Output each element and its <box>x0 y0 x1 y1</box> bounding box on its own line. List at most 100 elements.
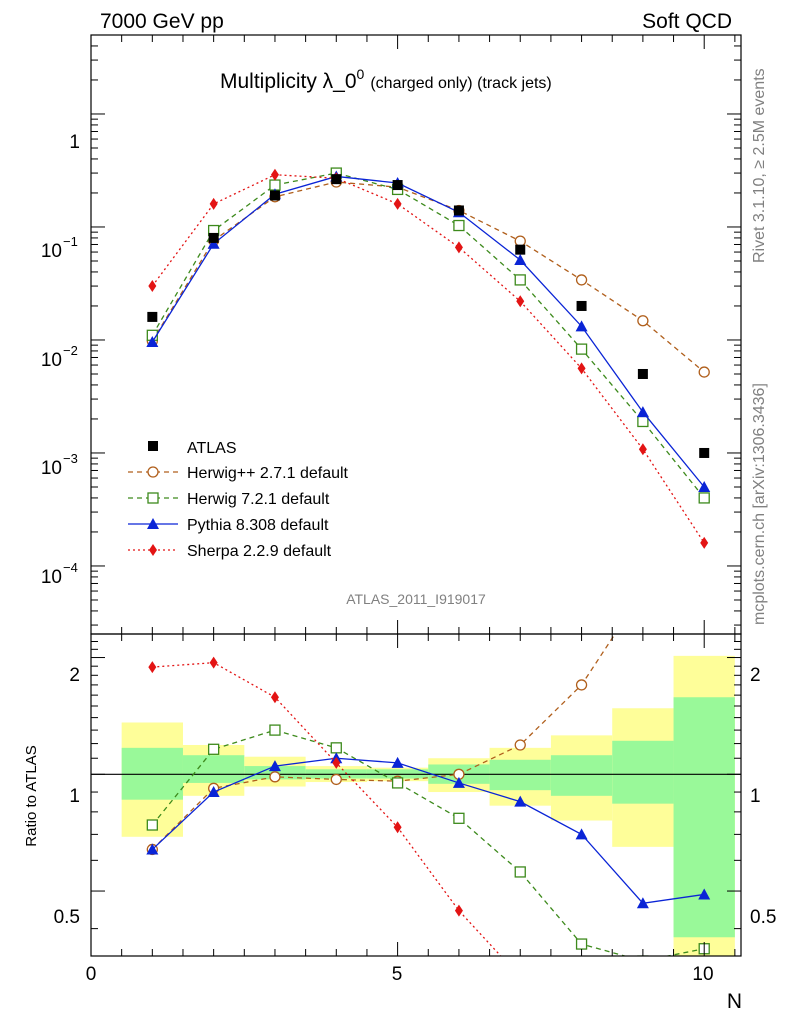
data-point-triangle <box>514 254 527 266</box>
ratio-y-tick-label-right: 1 <box>750 786 761 807</box>
atlas-data-point <box>331 174 342 185</box>
ratio-y-tick-label-left: 2 <box>69 665 80 686</box>
analysis-label: ATLAS_2011_I919017 <box>346 591 486 607</box>
data-point-square <box>146 819 158 831</box>
legend-label-herwig7: Herwig 7.2.1 default <box>187 491 330 508</box>
data-point-diamond <box>577 362 586 375</box>
data-point-square <box>514 274 526 286</box>
series-line-main-3 <box>151 174 705 544</box>
data-point-triangle <box>391 756 404 768</box>
data-point-square <box>391 777 404 789</box>
data-point-circle <box>269 771 281 783</box>
data-point-square <box>575 343 588 355</box>
main-y-tick-label: 10 <box>41 350 62 371</box>
data-point-diamond <box>454 241 463 254</box>
data-point-circle <box>638 587 648 597</box>
data-point-diamond <box>700 536 709 549</box>
atlas-data-point <box>208 232 219 243</box>
ratio-y-axis-label: Ratio to ATLAS <box>23 745 40 846</box>
stat-uncertainty-band <box>489 759 551 791</box>
data-point-triangle <box>636 897 649 909</box>
data-point-diamond <box>270 691 279 704</box>
series-line-main-1 <box>151 172 705 499</box>
ratio-y-tick-label-right: 0.5 <box>750 907 776 928</box>
main-y-tick-exponent: −1 <box>63 234 78 249</box>
legend-marker-herwigpp <box>147 466 159 478</box>
x-tick-label: 0 <box>86 964 97 985</box>
data-point-triangle <box>146 843 159 855</box>
atlas-data-point <box>699 447 710 458</box>
main-plot-area <box>146 167 711 549</box>
data-point-diamond <box>454 904 463 917</box>
data-point-diamond <box>638 443 647 456</box>
data-point-square <box>330 742 342 754</box>
stat-uncertainty-band <box>673 697 735 938</box>
legend: ATLAS Herwig++ 2.7.1 default Herwig 7.2.… <box>128 440 349 560</box>
ratio-axes <box>90 620 741 956</box>
data-point-diamond <box>148 661 157 674</box>
header-left: 7000 GeV pp <box>100 10 224 33</box>
side-label-bottom: mcplots.cern.ch [arXiv:1306.3436] <box>751 383 768 625</box>
data-point-triangle <box>207 786 220 798</box>
atlas-data-point <box>269 190 280 201</box>
data-point-square <box>637 955 649 956</box>
stat-uncertainty-band <box>182 755 245 783</box>
x-tick-label: 10 <box>692 964 713 985</box>
ratio-plot-area <box>91 587 741 983</box>
atlas-data-point <box>453 205 464 216</box>
header-right: Soft QCD <box>642 10 732 33</box>
chart-title: Multiplicity λ_00 (charged only) (track j… <box>220 66 552 93</box>
main-y-tick-label: 10 <box>41 458 62 479</box>
data-point-diamond <box>393 821 402 834</box>
data-point-circle <box>330 773 342 786</box>
atlas-data-point <box>515 244 526 255</box>
data-point-triangle <box>575 828 588 840</box>
data-point-circle <box>514 235 526 247</box>
chart-title-suffix: (charged only) (track jets) <box>370 75 551 92</box>
ratio-panel: Ratio to ATLAS 2 1 0.5 2 1 0.5 0 5 10 N <box>23 587 777 1013</box>
legend-marker-pythia <box>147 518 159 529</box>
main-y-tick-label: 10 <box>41 241 62 262</box>
atlas-data-point <box>576 300 587 311</box>
data-point-square <box>575 938 588 950</box>
main-y-tick-exponent: −2 <box>63 343 78 358</box>
series-line-ratio-3 <box>152 662 502 956</box>
data-point-square <box>453 812 465 824</box>
ratio-y-tick-label-left: 1 <box>69 786 80 807</box>
data-point-triangle <box>698 480 711 492</box>
main-axes <box>90 34 741 626</box>
main-y-tick-exponent: −3 <box>63 451 78 466</box>
ratio-y-tick-label-left: 0.5 <box>54 907 80 928</box>
legend-label-atlas: ATLAS <box>187 440 237 457</box>
x-tick-label: 5 <box>392 964 403 985</box>
data-point-circle <box>575 274 588 286</box>
series-line-main-0 <box>151 181 705 373</box>
data-point-diamond <box>332 756 341 769</box>
ratio-frame <box>90 633 742 957</box>
data-point-diamond <box>209 656 218 669</box>
data-point-diamond <box>148 280 157 293</box>
atlas-data-point <box>392 180 403 191</box>
stat-uncertainty-band <box>612 740 674 804</box>
legend-marker-sherpa <box>149 544 157 556</box>
data-point-triangle <box>146 335 159 347</box>
data-point-triangle <box>268 760 281 772</box>
data-point-triangle <box>207 237 220 249</box>
data-point-square <box>514 866 526 878</box>
legend-label-pythia: Pythia 8.308 default <box>187 517 329 534</box>
data-point-diamond <box>516 971 524 983</box>
data-point-square <box>207 743 220 755</box>
series-line-ratio-2 <box>151 757 705 904</box>
atlas-data-point <box>147 311 158 322</box>
data-point-triangle <box>698 888 711 900</box>
ratio-y-tick-labels: 2 1 0.5 2 1 0.5 <box>54 665 777 928</box>
data-point-triangle <box>636 406 649 418</box>
side-label-top: Rivet 3.1.10, ≥ 2.5M events <box>751 68 768 263</box>
data-point-square <box>269 724 281 736</box>
main-y-tick-labels: 1 10 −1 10 −2 10 −3 10 −4 <box>41 132 80 588</box>
main-panel: Multiplicity λ_00 (charged only) (track j… <box>41 34 742 635</box>
data-point-circle <box>637 315 649 327</box>
main-y-tick-label: 10 <box>41 567 62 588</box>
data-point-triangle <box>452 776 465 788</box>
stat-uncertainty-band <box>550 755 613 796</box>
